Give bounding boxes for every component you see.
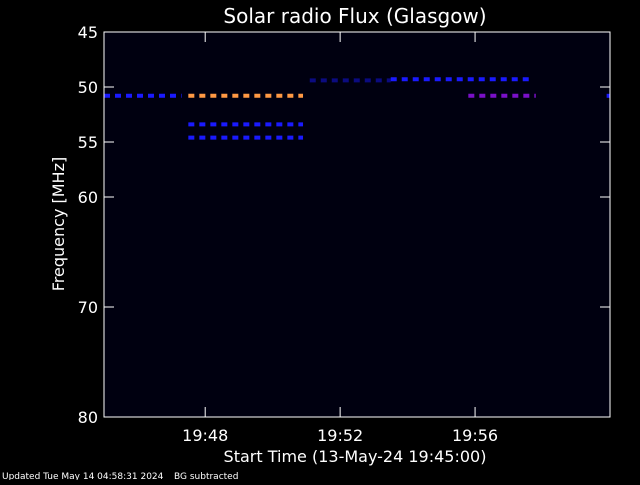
x-tick-label: 19:56 [452, 426, 498, 445]
plot-axes: 45 50 55 60 70 80 19:48 19:52 19:56 [78, 23, 611, 445]
x-axis-label: Start Time (13-May-24 19:45:00) [224, 447, 487, 466]
y-axis-label: Frequency [MHz] [49, 157, 68, 291]
x-tick-label: 19:52 [317, 426, 363, 445]
x-tick-label: 19:48 [182, 426, 228, 445]
y-tick-label: 45 [78, 23, 98, 42]
footer-note: BG subtracted [174, 472, 238, 480]
y-tick-label: 80 [78, 408, 98, 427]
y-tick-label: 70 [78, 298, 98, 317]
plot-background [104, 32, 610, 417]
chart-title: Solar radio Flux (Glasgow) [223, 4, 486, 28]
footer-updated: Updated Tue May 14 04:58:31 2024 [2, 472, 164, 480]
emission-features [104, 77, 610, 140]
plot-frame [103, 31, 611, 418]
y-tick-label: 50 [78, 78, 98, 97]
y-tick-label: 55 [78, 133, 98, 152]
y-tick-label: 60 [78, 188, 98, 207]
